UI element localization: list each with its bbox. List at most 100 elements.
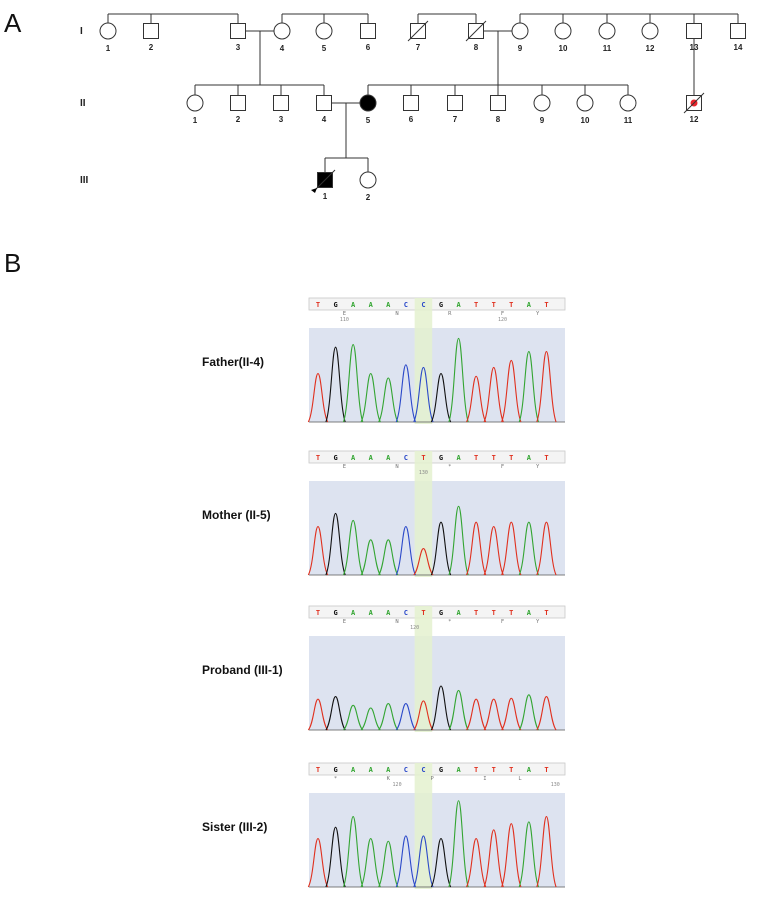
base-call: A [456, 454, 461, 462]
peak-G [430, 685, 452, 731]
amino-acid: N [395, 619, 398, 625]
individual-number: 8 [474, 43, 479, 52]
base-call: C [421, 301, 425, 309]
individual-number: 1 [106, 44, 111, 53]
base-call: A [527, 766, 532, 774]
base-call: T [316, 609, 320, 617]
amino-acid: F [501, 619, 504, 625]
amino-acid: F [501, 311, 504, 317]
peak-T [465, 521, 487, 576]
individual-I-6: 6 [360, 23, 376, 52]
base-call: T [316, 301, 320, 309]
base-call: T [509, 766, 513, 774]
base-call: T [492, 454, 496, 462]
individual-II-7: 7 [447, 95, 463, 124]
affected-female-symbol [359, 94, 377, 112]
peak-C [413, 366, 434, 423]
chromatogram-1: Father(II-4) T G A A A C C G A T T T A T E N R F Y 110 120 [202, 297, 566, 424]
peak-A [448, 689, 469, 731]
peak-A [343, 704, 364, 731]
individual-number: 1 [193, 116, 198, 125]
base-call: A [351, 609, 356, 617]
individual-III-1: 1 [311, 169, 336, 201]
chromatogram-2: Mother (II-5) T G A A A C T G A T T T A T E N * F Y 130 [202, 450, 566, 577]
base-call: A [351, 766, 356, 774]
deceased-slash [465, 20, 487, 42]
base-call: T [421, 609, 425, 617]
individual-number: 3 [279, 115, 284, 124]
individual-number: 6 [409, 115, 414, 124]
position-number: 120 [498, 317, 507, 323]
peak-A [342, 344, 364, 423]
base-call: T [509, 454, 513, 462]
individual-number: 7 [453, 115, 458, 124]
base-call: A [369, 454, 374, 462]
quality-background [309, 328, 565, 422]
peak-A [378, 377, 399, 423]
amino-acid: L [518, 776, 522, 782]
generation-label-II: II [80, 98, 86, 109]
base-call: T [544, 301, 548, 309]
individual-number: 11 [624, 116, 633, 125]
male-symbol [316, 95, 332, 111]
amino-acid: E [343, 619, 346, 625]
peak-C [395, 526, 417, 576]
amino-acid: E [343, 311, 346, 317]
individual-II-6: 6 [403, 95, 419, 124]
base-call: T [492, 301, 496, 309]
peak-T [483, 526, 504, 576]
amino-acid: P [431, 776, 435, 782]
peak-A [448, 800, 469, 888]
individual-number: 14 [734, 43, 743, 52]
peak-G [430, 838, 452, 888]
base-call: T [544, 609, 548, 617]
peak-T [465, 838, 487, 888]
deceased-slash [407, 20, 429, 42]
peak-T [307, 838, 329, 888]
peak-A [378, 840, 399, 888]
peak-T [536, 351, 557, 423]
panel-label-a: A [4, 8, 22, 38]
female-symbol [186, 94, 204, 112]
position-number: 120 [410, 625, 419, 631]
peak-T [501, 823, 522, 888]
sample-label: Sister (III-2) [202, 820, 267, 834]
base-call: T [474, 766, 478, 774]
peak-T [501, 697, 522, 731]
individual-I-3: 3 [230, 23, 246, 52]
variant-highlight [414, 606, 433, 732]
individual-number: 9 [540, 116, 545, 125]
peak-A [360, 373, 381, 423]
peak-T [465, 375, 487, 423]
individual-I-9: 9 [511, 22, 529, 53]
base-call: G [333, 609, 337, 617]
female-symbol [533, 94, 551, 112]
sample-label: Proband (III-1) [202, 663, 283, 677]
male-symbol [403, 95, 419, 111]
individual-number: 2 [236, 115, 241, 124]
individual-number: 7 [416, 43, 421, 52]
peak-T [483, 698, 504, 731]
position-number: 130 [551, 782, 560, 788]
peak-A [342, 519, 364, 576]
proband-arrow [311, 188, 317, 193]
individual-II-3: 3 [273, 95, 289, 124]
amino-acid: E [343, 464, 346, 470]
individual-number: 5 [322, 44, 327, 53]
individual-I-5: 5 [315, 22, 333, 53]
position-number: 120 [393, 782, 402, 788]
male-symbol [490, 95, 506, 111]
base-call: G [333, 454, 337, 462]
individual-I-1: 1 [99, 22, 117, 53]
base-call: T [544, 766, 548, 774]
base-call: C [421, 766, 425, 774]
amino-acid: Y [536, 464, 540, 470]
individual-I-14: 14 [730, 23, 746, 52]
base-call: C [404, 766, 408, 774]
peak-T [536, 521, 557, 576]
peak-T [307, 373, 329, 423]
base-call: T [492, 766, 496, 774]
female-symbol [511, 22, 529, 40]
peak-A [518, 521, 540, 576]
individual-II-9: 9 [533, 94, 551, 125]
